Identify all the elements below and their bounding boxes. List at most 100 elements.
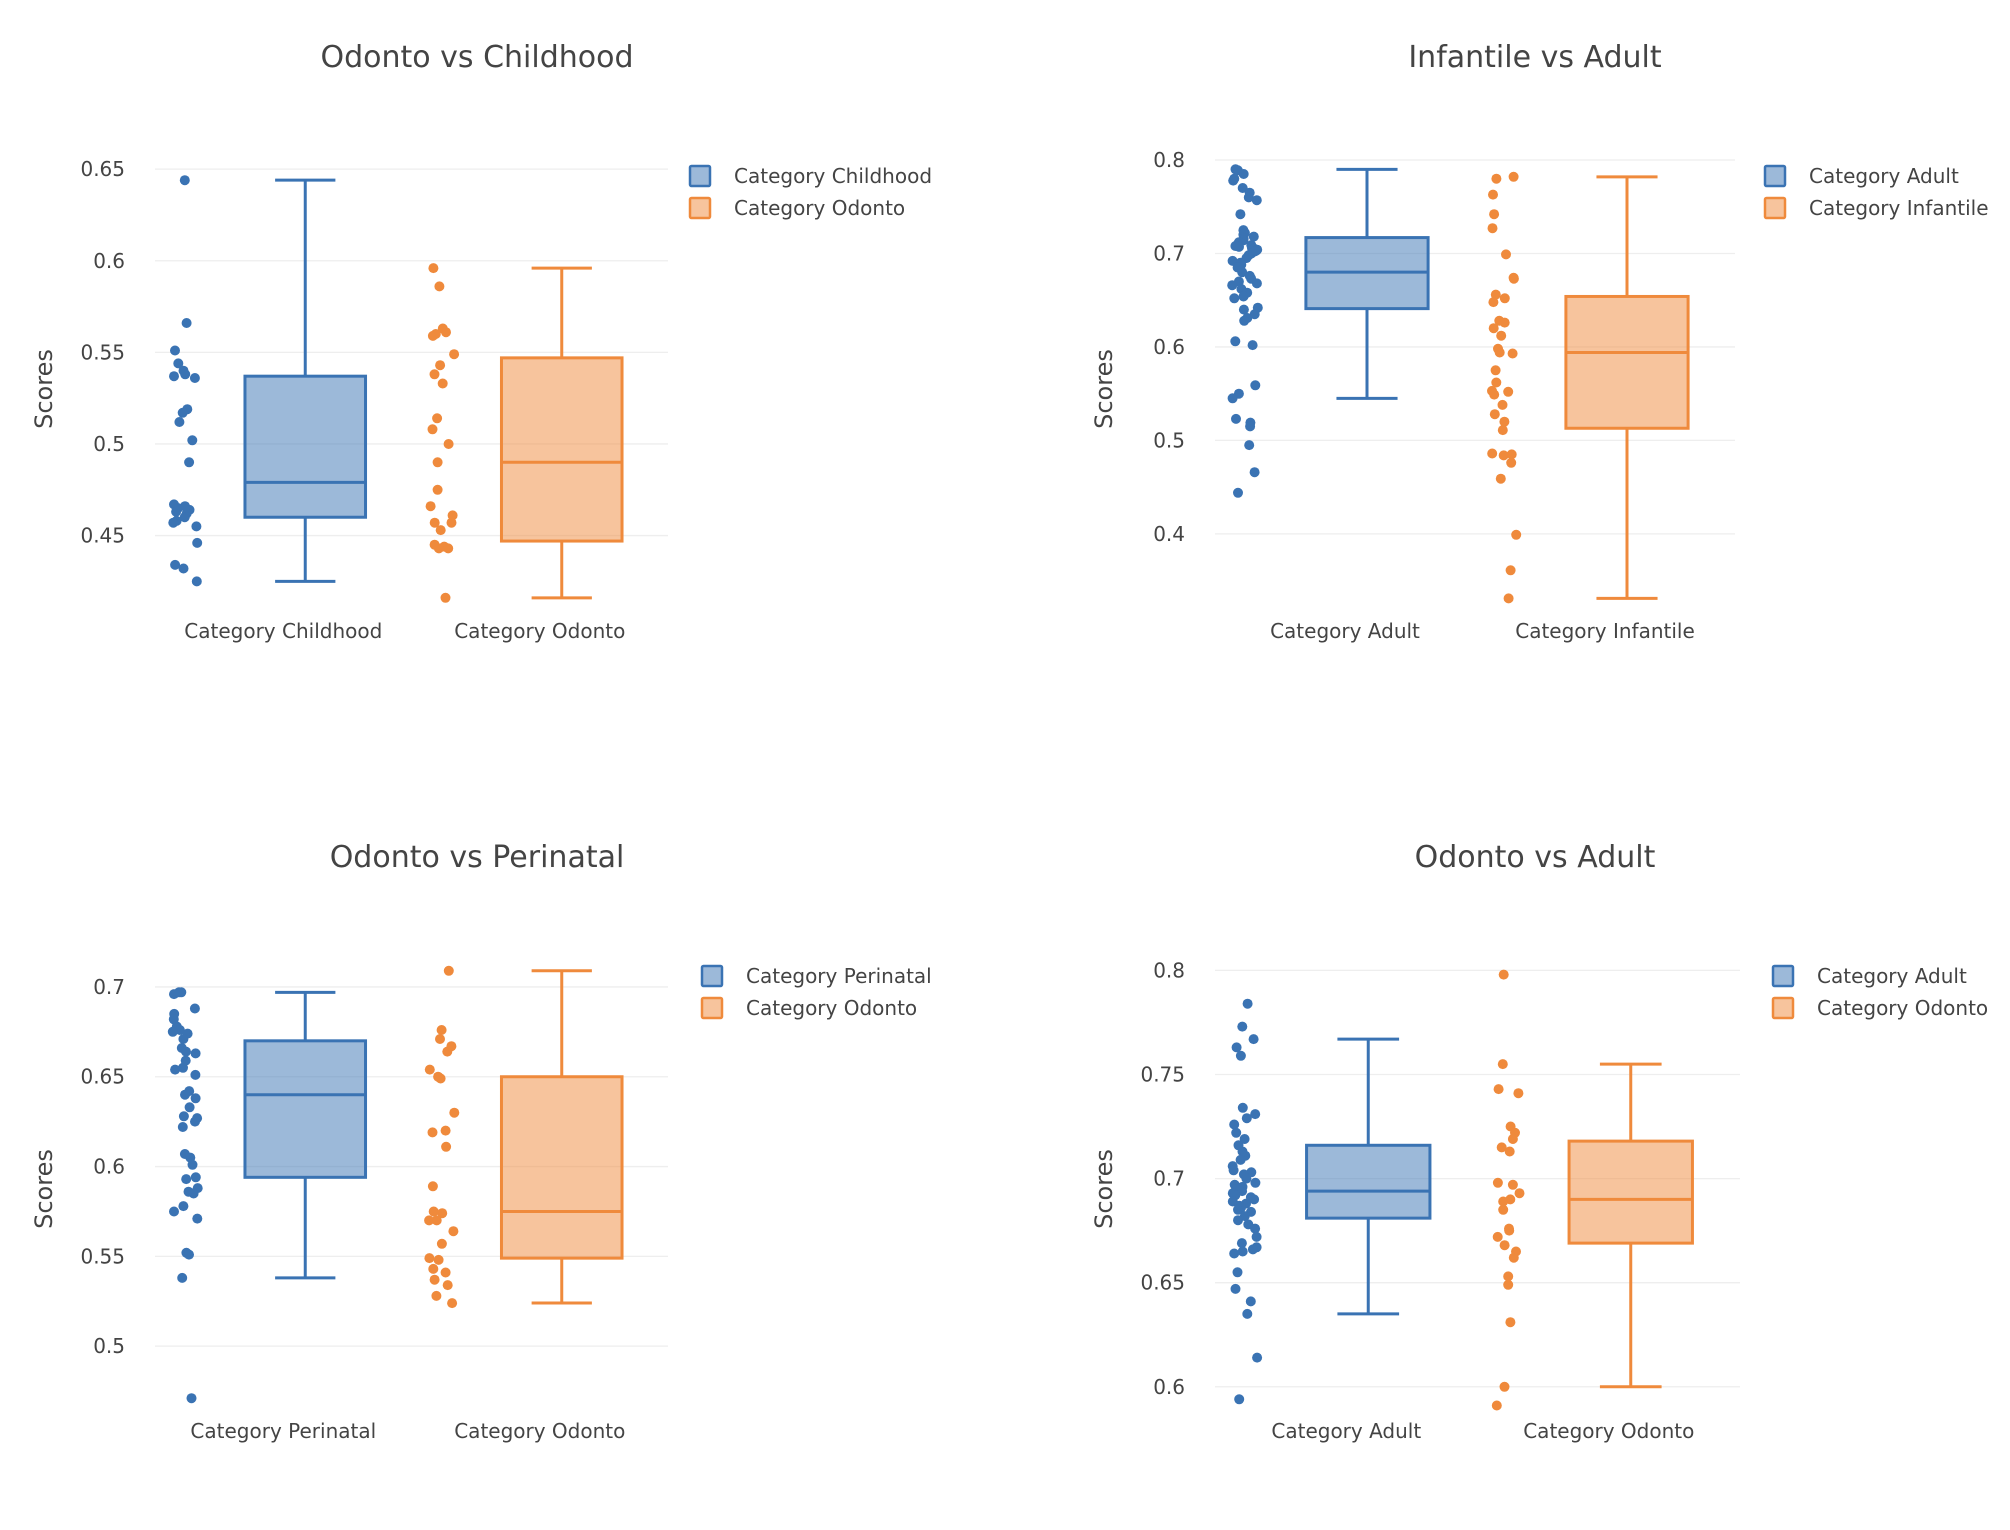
legend-entry[interactable]: Category Perinatal (746, 964, 932, 988)
data-point (1239, 1134, 1250, 1144)
legend-swatch[interactable] (688, 164, 712, 188)
data-point (186, 1393, 197, 1404)
data-point (1499, 293, 1510, 304)
data-point (433, 1254, 444, 1265)
y-tick-label: 0.65 (80, 157, 125, 181)
y-tick-label: 0.6 (93, 249, 125, 273)
chart-title: Odonto vs Childhood (320, 40, 633, 75)
data-point (1249, 309, 1260, 320)
legend-entry[interactable]: Category Infantile (1809, 196, 1989, 220)
data-point (190, 1048, 201, 1059)
legend-entry[interactable]: Category Odonto (1817, 996, 1988, 1020)
data-point (190, 1116, 200, 1127)
data-point (1250, 380, 1261, 391)
data-point (1234, 241, 1244, 252)
y-axis-label: Scores (30, 349, 58, 429)
data-point (448, 1226, 459, 1237)
legend-swatch[interactable] (1763, 164, 1787, 188)
data-point (173, 358, 184, 369)
data-point (432, 413, 443, 424)
box (499, 356, 624, 543)
series-2 (425, 263, 624, 603)
legend-entry[interactable]: Category Adult (1809, 164, 1959, 188)
data-point (1233, 1215, 1243, 1226)
data-point (1247, 340, 1258, 351)
data-point (1228, 175, 1239, 186)
data-point (1493, 1084, 1504, 1095)
subplot-1: Odonto vs Childhood 0.45 0.5 0.55 0.6 0.65 Sco… (30, 40, 932, 643)
data-point (190, 1069, 201, 1080)
data-point (428, 1263, 439, 1274)
data-point (443, 543, 454, 554)
y-tick-label: 0.45 (80, 524, 125, 548)
data-point (1229, 293, 1240, 304)
series-2 (1491, 969, 1694, 1411)
data-point (1489, 389, 1500, 400)
data-point (178, 1062, 188, 1073)
data-point (1233, 1204, 1243, 1215)
data-point (170, 345, 180, 356)
y-tick-label: 0.6 (1153, 335, 1185, 359)
chart-title: Infantile vs Adult (1408, 40, 1662, 75)
data-point (428, 263, 439, 274)
data-point (1488, 323, 1499, 334)
data-point (1491, 173, 1502, 184)
y-tick-label: 0.7 (1153, 1167, 1185, 1191)
data-point (187, 1159, 198, 1170)
data-point (1230, 336, 1241, 347)
data-point (1228, 1165, 1239, 1176)
legend-entry[interactable]: Category Childhood (734, 164, 932, 188)
data-point (1252, 1352, 1263, 1363)
data-point (1250, 1223, 1261, 1234)
y-tick-label: 0.6 (93, 1155, 125, 1179)
data-point (1249, 467, 1260, 478)
y-tick-label: 0.7 (93, 975, 125, 999)
data-point (1231, 1042, 1242, 1053)
y-tick-label: 0.5 (93, 432, 125, 456)
data-point (440, 1267, 451, 1278)
data-point (1508, 1252, 1519, 1263)
data-point (1237, 1102, 1248, 1113)
data-point (1489, 409, 1500, 420)
legend-swatch[interactable] (688, 196, 712, 220)
data-point (1495, 473, 1506, 484)
data-point (1227, 393, 1238, 404)
data-point (180, 1089, 190, 1100)
data-point (449, 349, 460, 360)
data-point (1503, 1271, 1514, 1282)
data-point (1504, 1225, 1515, 1236)
data-point (179, 175, 190, 186)
data-point (437, 1208, 448, 1219)
data-point (432, 457, 443, 468)
legend-swatch[interactable] (1763, 196, 1787, 220)
data-point (442, 1046, 453, 1057)
data-point (427, 330, 438, 341)
data-point (1232, 1267, 1243, 1278)
data-point (1242, 998, 1253, 1009)
x-tick-label: Category Perinatal (190, 1419, 376, 1443)
legend-entry[interactable]: Category Odonto (734, 196, 905, 220)
legend-entry[interactable]: Category Adult (1817, 964, 1967, 988)
y-tick-label: 0.7 (1153, 241, 1185, 265)
data-point (1499, 317, 1510, 328)
legend-entry[interactable]: Category Odonto (746, 996, 917, 1020)
data-point (180, 369, 191, 380)
box (499, 1075, 624, 1260)
data-point (177, 1122, 188, 1132)
data-point (181, 1046, 191, 1057)
x-tick-label: Category Adult (1271, 1419, 1421, 1443)
data-point (424, 1253, 435, 1264)
legend-swatch[interactable] (1771, 964, 1795, 988)
data-point (1487, 223, 1498, 234)
data-point (1503, 386, 1514, 397)
data-point (178, 563, 189, 574)
data-point (1251, 1231, 1262, 1242)
legend-swatch[interactable] (700, 964, 724, 988)
data-point (1238, 304, 1249, 315)
data-point (1507, 348, 1518, 359)
data-point (177, 407, 188, 418)
y-tick-label: 0.5 (93, 1334, 125, 1358)
legend-swatch[interactable] (700, 996, 724, 1020)
data-point (433, 543, 444, 554)
legend-swatch[interactable] (1771, 996, 1795, 1020)
